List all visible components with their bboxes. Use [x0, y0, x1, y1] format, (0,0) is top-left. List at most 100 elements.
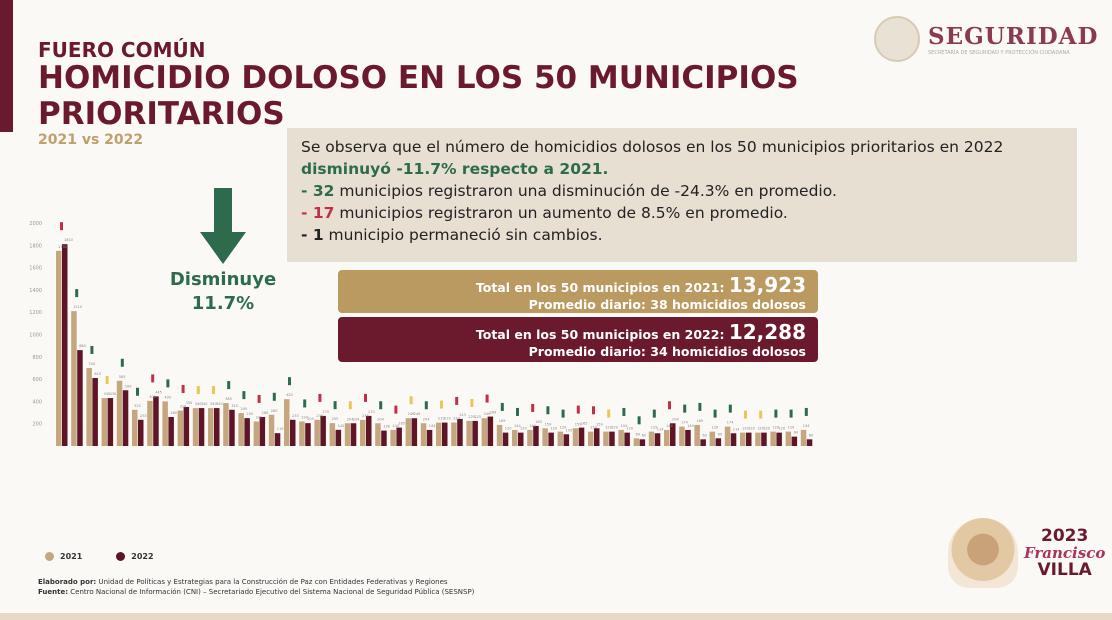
bar-2022 [153, 396, 159, 446]
legend: 2021 2022 [45, 552, 154, 561]
bar-2021 [132, 409, 138, 446]
data-label-2021: 400 [164, 395, 171, 399]
data-label-2022: 144 [429, 424, 436, 428]
bar-2022 [533, 425, 539, 446]
data-label-2021: 340 [210, 402, 217, 406]
change-marker [151, 374, 155, 383]
data-label-2021: 189 [696, 419, 703, 423]
bar-2022 [563, 434, 570, 446]
data-label-2022: 270 [368, 410, 375, 414]
page-title: HOMICIDIO DOLOSO EN LOS 50 MUNICIPIOS PR… [38, 60, 799, 132]
change-marker [166, 379, 170, 388]
data-label-2022: 264 [490, 411, 497, 415]
bar-2021 [86, 367, 92, 446]
data-label-2022: 350 [186, 401, 193, 405]
bar-2022 [183, 406, 190, 446]
legend-item-2021: 2021 [45, 552, 82, 561]
bar-2022 [274, 433, 281, 446]
data-label-2021: 144 [620, 424, 627, 428]
data-label-2022: 243 [459, 413, 466, 417]
change-marker [455, 396, 459, 405]
summary-box: Se observa que el número de homicidios d… [287, 128, 1077, 262]
bar-2021 [740, 432, 746, 446]
decrease-label: Disminuye [169, 269, 277, 290]
change-marker [60, 222, 63, 231]
data-label-2021: 159 [544, 422, 551, 426]
data-label-2022: 84 [794, 431, 799, 435]
bar-2021 [557, 431, 564, 446]
bar-2022 [518, 432, 524, 446]
change-marker [242, 391, 246, 400]
bar-2022 [609, 431, 615, 446]
bar-chart: 200 400 600 800 1000 1200 1400 1600 1800 2000 1750… [29, 221, 813, 446]
data-label-2021: 1750 [58, 245, 67, 249]
change-marker [744, 410, 747, 419]
data-label-2021: 204 [423, 417, 430, 421]
villa-name: Francisco [1024, 543, 1106, 562]
y-tick-label: 800 [32, 355, 42, 361]
kicker: FUERO COMÚN [38, 38, 206, 62]
change-marker [348, 401, 352, 410]
data-label-2021: 234 [362, 414, 369, 418]
bar-2021 [618, 429, 624, 446]
y-tick-label: 1000 [29, 333, 42, 339]
change-marker [120, 358, 124, 367]
bar-2022 [639, 439, 646, 446]
y-tick-label: 1200 [29, 310, 42, 316]
bar-2022 [442, 422, 448, 446]
y-tick-label: 2000 [29, 221, 42, 227]
data-label-2022: 114 [733, 427, 740, 431]
data-label-2021: 129 [788, 426, 795, 430]
bar-2022 [335, 429, 342, 446]
data-label-2022: 120 [550, 427, 557, 431]
bar-2021 [223, 403, 229, 446]
y-tick-label: 1800 [29, 243, 42, 249]
data-label-2021: 210 [438, 417, 445, 421]
bar-2022 [594, 428, 600, 446]
data-label-2022: 235 [140, 414, 147, 418]
data-label-2022: 210 [444, 417, 451, 421]
data-label-2022: 120 [626, 427, 633, 431]
bar-2021 [177, 410, 184, 446]
bar-2021 [405, 418, 412, 446]
change-marker [75, 289, 79, 298]
bar-2021 [451, 422, 457, 446]
data-label-2022: 270 [322, 410, 329, 414]
change-marker [136, 387, 139, 396]
bar-2021 [299, 421, 305, 446]
footer-by: Unidad de Políticas y Estrategias para l… [96, 578, 448, 586]
bullet-text: municipio permaneció sin cambios. [323, 226, 603, 244]
bar-2021 [238, 413, 244, 446]
data-label-2021: 405 [149, 395, 156, 399]
bar-2021 [116, 380, 123, 446]
bar-2022 [548, 432, 554, 446]
data-label-2022: 235 [292, 414, 299, 418]
bullet-count: - 1 [301, 226, 324, 244]
bar-2022 [305, 423, 311, 446]
change-marker [774, 409, 778, 418]
bar-2022 [685, 429, 691, 446]
data-label-2022: 120 [763, 427, 770, 431]
data-label-2021: 1210 [73, 305, 82, 309]
total-value: 13,923 [728, 273, 806, 297]
total-2022-box: Total en los 50 municipios en 2022: 12,2… [338, 317, 818, 362]
bar-2021 [496, 424, 503, 446]
change-marker [759, 410, 763, 419]
data-label-2022: 340 [216, 402, 223, 406]
change-marker [713, 409, 717, 418]
bar-2022 [487, 416, 494, 446]
change-marker [804, 407, 808, 416]
bottom-border [0, 613, 1112, 620]
data-label-2021: 220 [301, 415, 308, 419]
bar-2021 [147, 400, 153, 446]
bar-2021 [527, 429, 533, 446]
villa-year: 2023 [1041, 525, 1089, 546]
bar-2021 [572, 428, 579, 446]
y-tick-label: 200 [32, 422, 42, 428]
bar-2022 [350, 423, 357, 446]
bar-2022 [214, 408, 220, 446]
data-label-2021: 235 [316, 414, 323, 418]
data-label-2022: 250 [246, 412, 253, 416]
data-label-2021: 129 [560, 426, 567, 430]
bar-2022 [320, 415, 326, 446]
